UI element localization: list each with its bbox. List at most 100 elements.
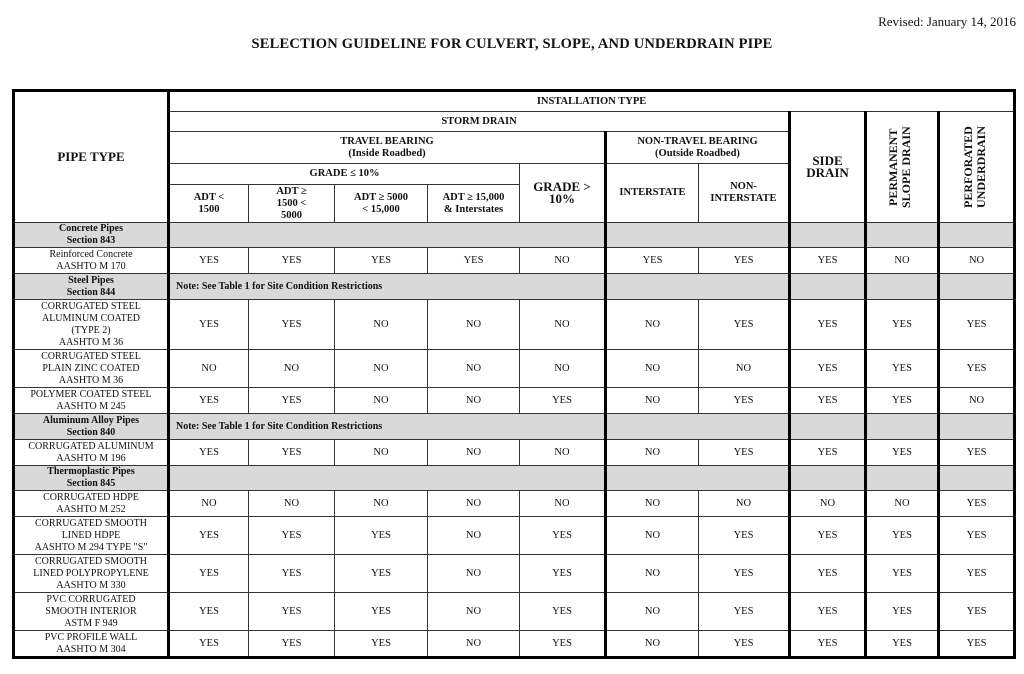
perforated-underdrain-header: PERFORATED UNDERDRAIN bbox=[937, 111, 1016, 223]
value-cell: YES bbox=[248, 247, 335, 274]
section-row: Concrete Pipes Section 843 bbox=[13, 222, 1016, 248]
revised-date: Revised: January 14, 2016 bbox=[878, 14, 1016, 29]
value-cell: YES bbox=[865, 387, 940, 414]
permanent-slope-drain-header: PERMANENT SLOPE DRAIN bbox=[865, 111, 940, 223]
value-cell: YES bbox=[937, 592, 1016, 631]
value-cell: YES bbox=[789, 349, 867, 388]
value-cell: YES bbox=[698, 387, 791, 414]
section-row: Thermoplastic Pipes Section 845 bbox=[13, 465, 1016, 491]
value-cell: NO bbox=[427, 349, 520, 388]
value-cell: YES bbox=[937, 630, 1016, 658]
section-note: Note: See Table 1 for Site Condition Res… bbox=[168, 413, 607, 440]
section-fill bbox=[605, 222, 791, 248]
value-cell: YES bbox=[168, 439, 249, 466]
table-row: PVC CORRUGATED SMOOTH INTERIOR ASTM F 949 Y… bbox=[13, 592, 1016, 631]
section-label: Concrete Pipes Section 843 bbox=[13, 222, 170, 248]
pipe-name: PVC CORRUGATED SMOOTH INTERIOR ASTM F 949 bbox=[13, 592, 170, 631]
value-cell: YES bbox=[248, 299, 335, 350]
value-cell: NO bbox=[698, 490, 791, 517]
value-cell: NO bbox=[427, 554, 520, 593]
section-fill bbox=[937, 273, 1016, 300]
value-cell: YES bbox=[519, 554, 607, 593]
value-cell: YES bbox=[865, 592, 940, 631]
value-cell: YES bbox=[334, 554, 428, 593]
value-cell: YES bbox=[789, 299, 867, 350]
value-cell: NO bbox=[865, 247, 940, 274]
value-cell: NO bbox=[605, 592, 699, 631]
adt-header-1: ADT < 1500 bbox=[168, 184, 249, 223]
value-cell: YES bbox=[698, 299, 791, 350]
value-cell: YES bbox=[168, 516, 249, 555]
value-cell: NO bbox=[427, 630, 520, 658]
section-row: Aluminum Alloy Pipes Section 840 Note: See… bbox=[13, 413, 1016, 440]
pipe-name: CORRUGATED STEEL ALUMINUM COATED (TYPE 2) A… bbox=[13, 299, 170, 350]
non-interstate-header: NON-INTERSTATE bbox=[698, 163, 791, 223]
pipe-name: PVC PROFILE WALL AASHTO M 304 bbox=[13, 630, 170, 658]
value-cell: YES bbox=[519, 387, 607, 414]
value-cell: NO bbox=[605, 349, 699, 388]
table-row: CORRUGATED SMOOTH LINED HDPE AASHTO M 294 … bbox=[13, 516, 1016, 555]
value-cell: NO bbox=[519, 247, 607, 274]
value-cell: NO bbox=[334, 387, 428, 414]
value-cell: NO bbox=[519, 349, 607, 388]
pipe-name: CORRUGATED STEEL PLAIN ZINC COATED AASHTO … bbox=[13, 349, 170, 388]
pipe-name: Reinforced Concrete AASHTO M 170 bbox=[13, 247, 170, 274]
table-row: CORRUGATED HDPE AASHTO M 252 NO NO NO NO NO NO N… bbox=[13, 490, 1016, 517]
value-cell: NO bbox=[427, 592, 520, 631]
value-cell: YES bbox=[168, 247, 249, 274]
section-fill bbox=[937, 465, 1016, 491]
section-fill bbox=[789, 222, 867, 248]
table-row: CORRUGATED STEEL PLAIN ZINC COATED AASHTO … bbox=[13, 349, 1016, 388]
section-fill bbox=[865, 413, 940, 440]
table-row: Reinforced Concrete AASHTO M 170 YES YES YES… bbox=[13, 247, 1016, 274]
value-cell: NO bbox=[427, 516, 520, 555]
section-fill bbox=[789, 465, 867, 491]
value-cell: YES bbox=[334, 516, 428, 555]
value-cell: YES bbox=[937, 439, 1016, 466]
section-fill bbox=[865, 465, 940, 491]
value-cell: YES bbox=[865, 349, 940, 388]
value-cell: NO bbox=[519, 299, 607, 350]
pipe-type-header: PIPE TYPE bbox=[13, 90, 170, 223]
value-cell: YES bbox=[865, 516, 940, 555]
value-cell: YES bbox=[334, 247, 428, 274]
value-cell: NO bbox=[789, 490, 867, 517]
value-cell: YES bbox=[789, 516, 867, 555]
section-note bbox=[168, 222, 607, 248]
section-label: Steel Pipes Section 844 bbox=[13, 273, 170, 300]
pipe-name: POLYMER COATED STEEL AASHTO M 245 bbox=[13, 387, 170, 414]
value-cell: NO bbox=[605, 630, 699, 658]
value-cell: NO bbox=[427, 387, 520, 414]
value-cell: NO bbox=[519, 490, 607, 517]
value-cell: YES bbox=[248, 516, 335, 555]
value-cell: YES bbox=[865, 554, 940, 593]
value-cell: NO bbox=[937, 387, 1016, 414]
section-fill bbox=[605, 413, 791, 440]
value-cell: YES bbox=[168, 630, 249, 658]
value-cell: YES bbox=[168, 387, 249, 414]
section-label: Thermoplastic Pipes Section 845 bbox=[13, 465, 170, 491]
value-cell: YES bbox=[427, 247, 520, 274]
value-cell: YES bbox=[248, 387, 335, 414]
value-cell: YES bbox=[937, 490, 1016, 517]
section-fill bbox=[789, 273, 867, 300]
section-fill bbox=[865, 222, 940, 248]
value-cell: NO bbox=[334, 490, 428, 517]
value-cell: YES bbox=[168, 592, 249, 631]
value-cell: NO bbox=[427, 439, 520, 466]
value-cell: NO bbox=[248, 490, 335, 517]
value-cell: YES bbox=[168, 299, 249, 350]
pipe-name: CORRUGATED SMOOTH LINED HDPE AASHTO M 294 … bbox=[13, 516, 170, 555]
value-cell: YES bbox=[698, 439, 791, 466]
travel-bearing-header: TRAVEL BEARING (Inside Roadbed) bbox=[168, 131, 607, 164]
value-cell: NO bbox=[698, 349, 791, 388]
section-label: Aluminum Alloy Pipes Section 840 bbox=[13, 413, 170, 440]
table-row: CORRUGATED ALUMINUM AASHTO M 196 YES YES NO N… bbox=[13, 439, 1016, 466]
value-cell: YES bbox=[519, 516, 607, 555]
pipe-name: CORRUGATED HDPE AASHTO M 252 bbox=[13, 490, 170, 517]
value-cell: YES bbox=[168, 554, 249, 593]
value-cell: YES bbox=[937, 554, 1016, 593]
value-cell: YES bbox=[937, 349, 1016, 388]
pipe-name: CORRUGATED ALUMINUM AASHTO M 196 bbox=[13, 439, 170, 466]
value-cell: YES bbox=[248, 630, 335, 658]
